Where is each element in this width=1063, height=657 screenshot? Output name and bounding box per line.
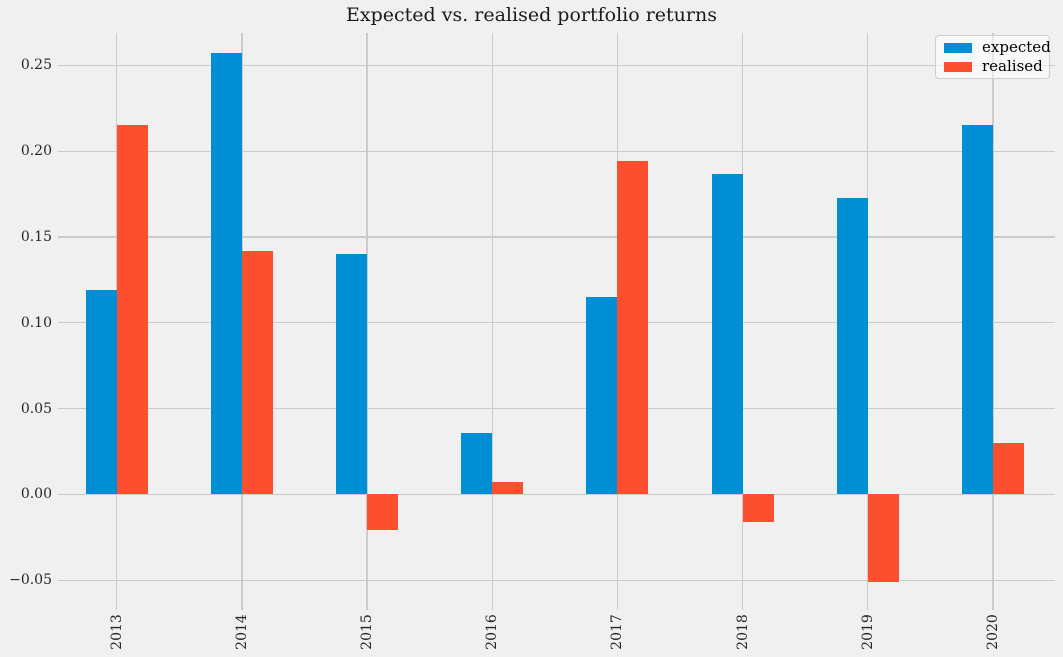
bar-realised-2018 bbox=[742, 494, 774, 522]
x-tick-label: 2020 bbox=[984, 614, 1001, 650]
x-tick-label: 2017 bbox=[609, 614, 626, 650]
legend-swatch-realised-icon bbox=[944, 61, 972, 72]
legend-label-expected: expected bbox=[982, 38, 1051, 56]
legend-item-expected: expected bbox=[944, 40, 1051, 55]
x-tick-label: 2018 bbox=[734, 614, 751, 650]
bar-expected-2017 bbox=[586, 297, 618, 495]
grid-line-horizontal bbox=[58, 64, 1055, 67]
x-tick-label: 2019 bbox=[859, 614, 876, 650]
y-tick-label: −0.05 bbox=[9, 572, 52, 589]
bar-expected-2016 bbox=[461, 432, 493, 495]
y-tick-label: 0.05 bbox=[20, 400, 52, 417]
x-tick-label: 2016 bbox=[484, 614, 501, 650]
bar-realised-2015 bbox=[367, 494, 399, 531]
bar-realised-2014 bbox=[241, 250, 273, 495]
legend-label-realised: realised bbox=[982, 57, 1043, 75]
chart-title: Expected vs. realised portfolio returns bbox=[346, 4, 717, 26]
x-tick-label: 2015 bbox=[359, 614, 376, 650]
legend-item-realised: realised bbox=[944, 57, 1043, 75]
grid-line-vertical bbox=[867, 33, 869, 610]
y-tick-label: 0.10 bbox=[20, 314, 52, 331]
grid-line-vertical bbox=[366, 33, 368, 610]
bar-realised-2019 bbox=[867, 494, 899, 582]
x-tick-label: 2014 bbox=[233, 614, 250, 650]
bar-realised-2020 bbox=[992, 442, 1024, 495]
grid-line-vertical bbox=[491, 33, 493, 610]
bar-realised-2013 bbox=[116, 125, 148, 495]
y-tick-label: 0.00 bbox=[20, 486, 52, 503]
y-tick-label: 0.20 bbox=[20, 143, 52, 160]
bar-expected-2018 bbox=[711, 173, 743, 495]
bar-expected-2013 bbox=[85, 290, 117, 495]
legend-swatch-expected-icon bbox=[944, 42, 972, 53]
bar-expected-2019 bbox=[836, 197, 868, 495]
grid-line-horizontal bbox=[58, 579, 1055, 581]
bar-realised-2017 bbox=[617, 161, 649, 495]
legend: expected realised bbox=[935, 35, 1051, 79]
grid-line-horizontal bbox=[58, 493, 1055, 496]
grid-line-horizontal bbox=[58, 407, 1055, 410]
grid-line-horizontal bbox=[58, 236, 1055, 238]
grid-line-horizontal bbox=[58, 150, 1055, 152]
y-tick-label: 0.15 bbox=[20, 229, 52, 245]
y-tick-label: 0.25 bbox=[20, 57, 52, 74]
bar-expected-2020 bbox=[961, 125, 993, 495]
bar-expected-2014 bbox=[210, 53, 242, 495]
bar-realised-2016 bbox=[492, 482, 524, 495]
x-tick-label: 2013 bbox=[108, 614, 125, 650]
grid-line-horizontal bbox=[58, 322, 1055, 324]
bar-expected-2015 bbox=[336, 254, 368, 495]
